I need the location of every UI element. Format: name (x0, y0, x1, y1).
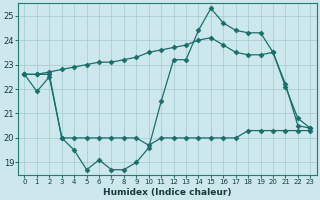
X-axis label: Humidex (Indice chaleur): Humidex (Indice chaleur) (103, 188, 232, 197)
